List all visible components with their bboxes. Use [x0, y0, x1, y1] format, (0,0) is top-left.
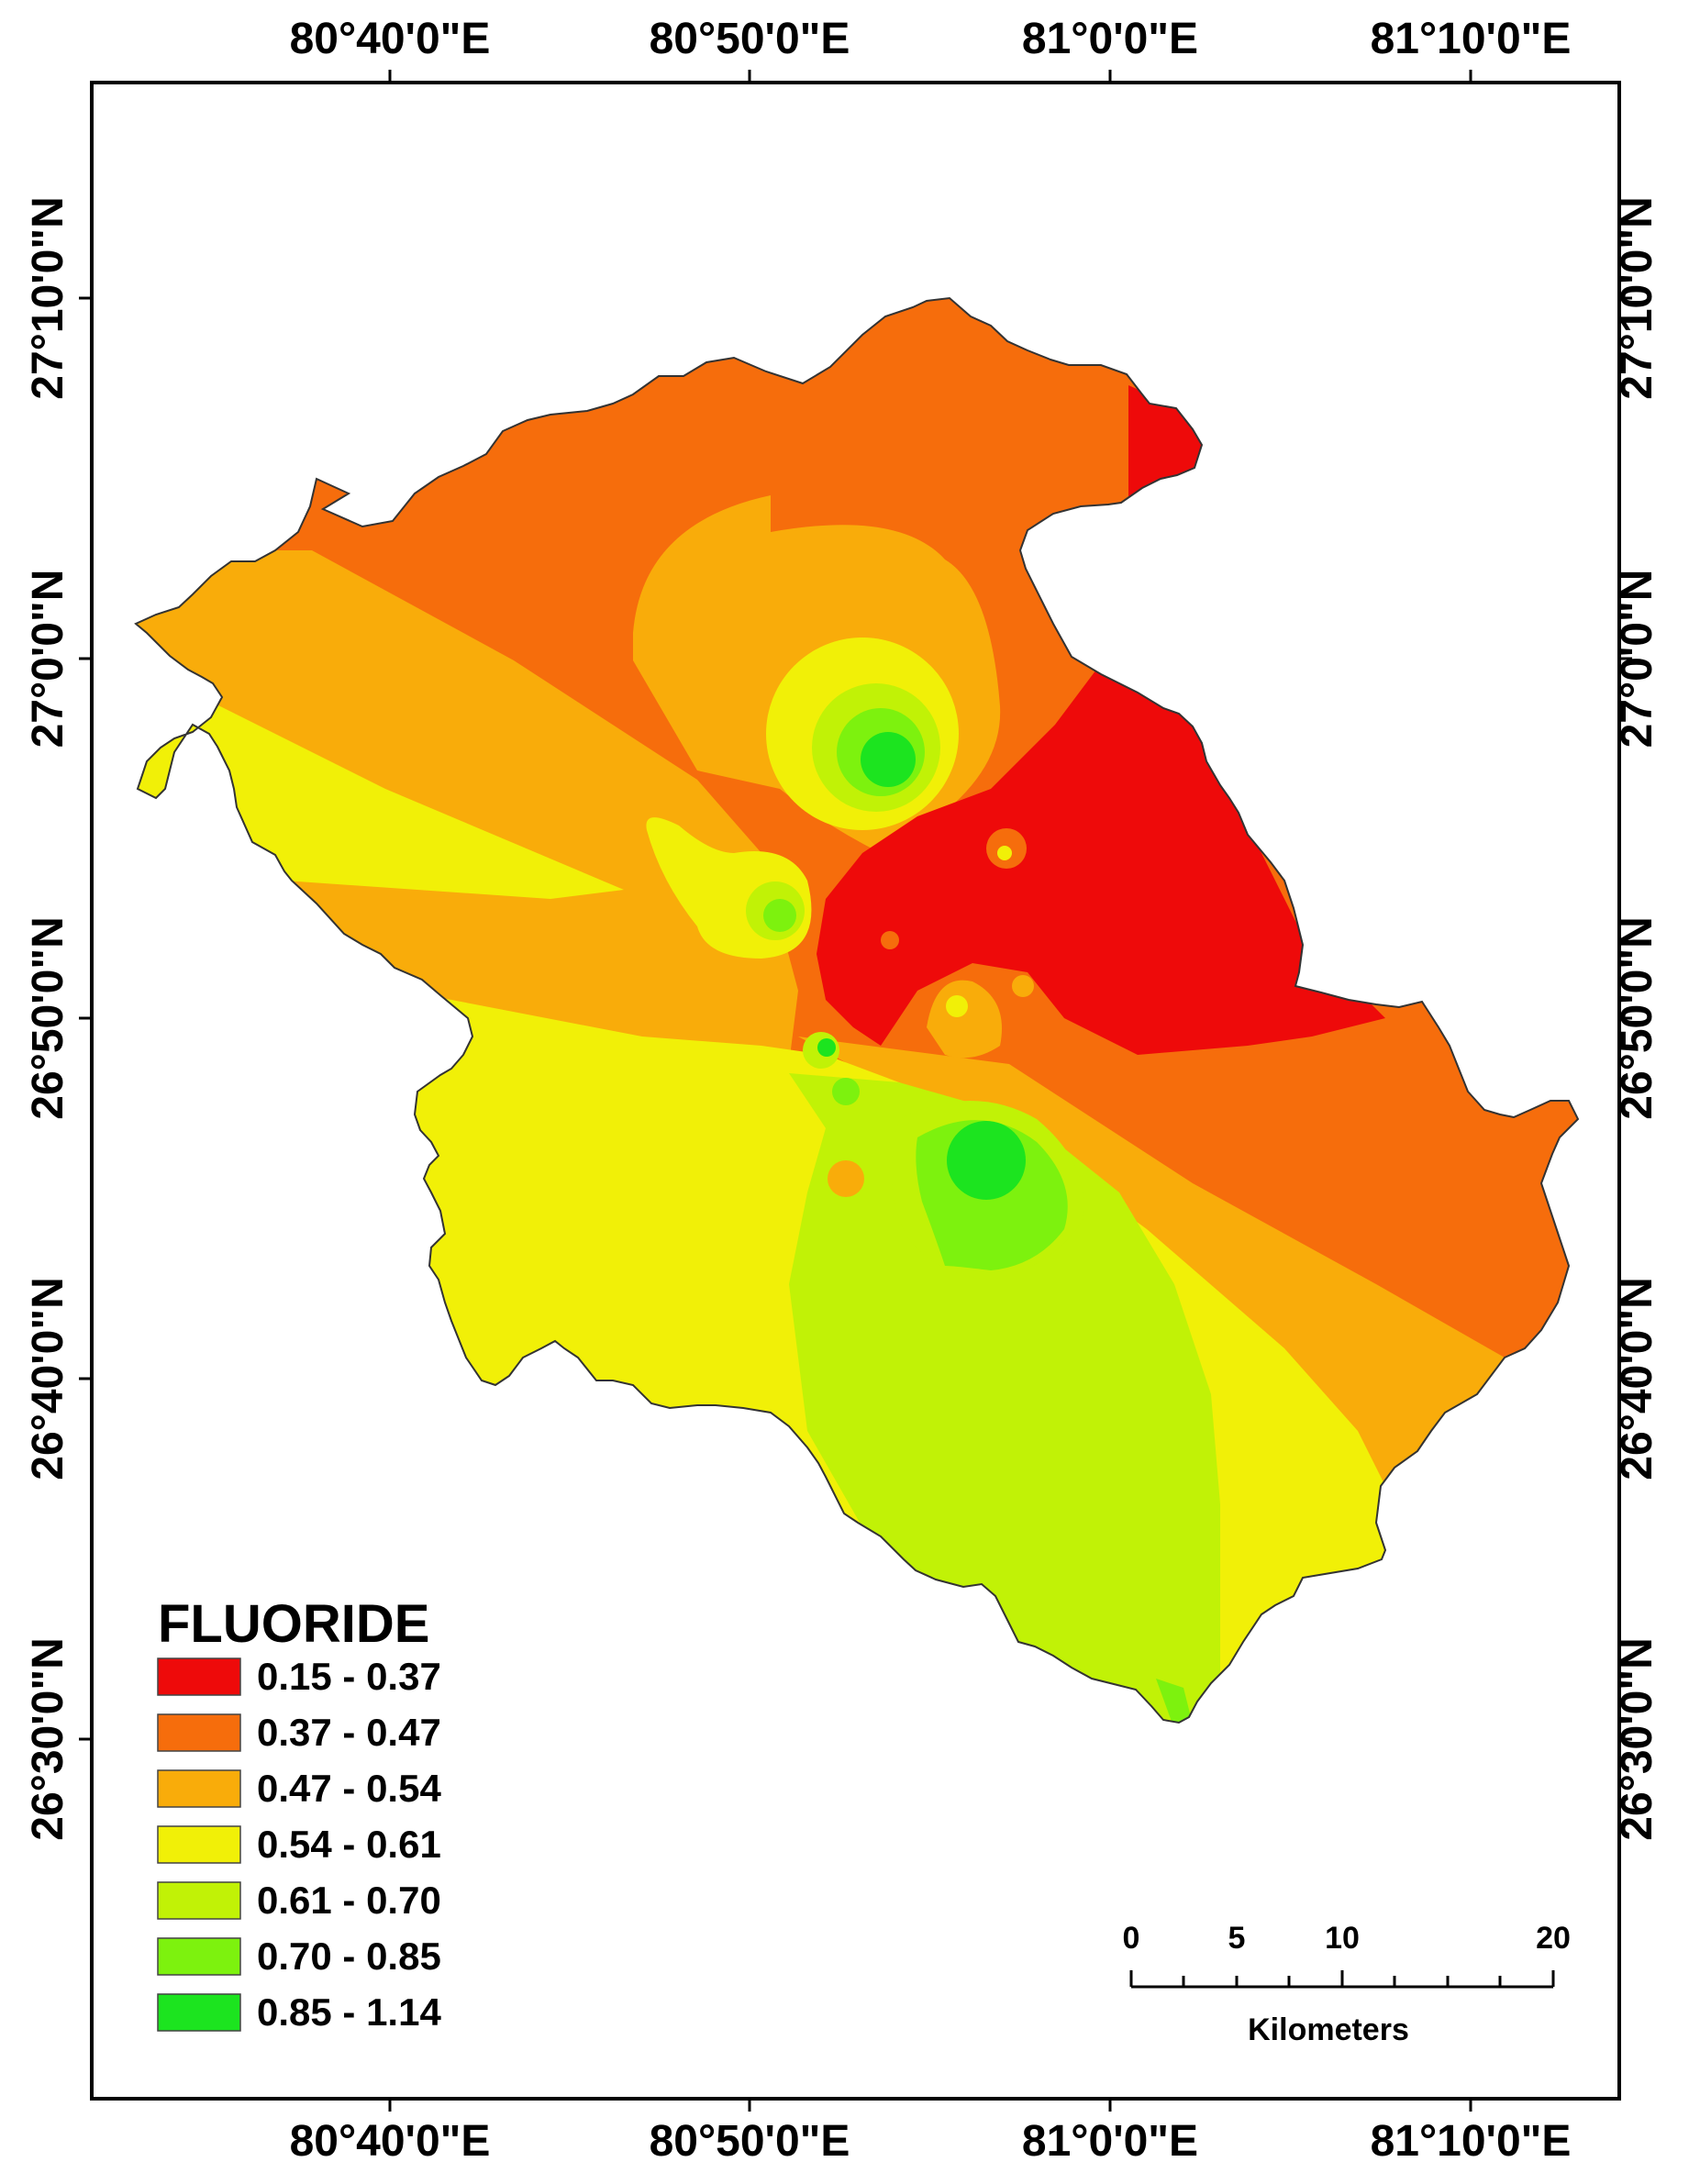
legend-swatch — [157, 1825, 241, 1864]
latitude-label-right: 26°40'0"N — [1613, 1277, 1661, 1480]
zone-0.47-0.54-spot5 — [828, 1160, 864, 1197]
graticule-ticks — [79, 70, 1632, 2112]
latitude-label-right: 26°30'0"N — [1613, 1637, 1661, 1841]
legend-swatch — [157, 1769, 241, 1808]
latitude-label-left: 27°0'0"N — [24, 570, 72, 748]
latitude-label-left: 27°10'0"N — [24, 196, 72, 400]
legend-swatch — [157, 1993, 241, 2032]
zone-0.47-0.54-spot2 — [1012, 975, 1034, 997]
longitude-label-top: 81°0'0"E — [1022, 15, 1198, 63]
longitude-label-top: 80°50'0"E — [650, 15, 850, 63]
latitude-label-right: 26°50'0"N — [1613, 916, 1661, 1120]
legend-label: 0.85 - 1.14 — [257, 1990, 441, 2034]
longitude-label-bottom: 80°50'0"E — [650, 2117, 850, 2166]
zone-0.54-0.61-spot — [997, 846, 1012, 860]
zone-0.85-1.14-core — [861, 732, 916, 787]
legend-label: 0.54 - 0.61 — [257, 1823, 441, 1866]
scale-bar-line — [1129, 1970, 1555, 1989]
legend-label: 0.61 - 0.70 — [257, 1879, 441, 1922]
legend-label: 0.47 - 0.54 — [257, 1767, 441, 1810]
legend-swatch — [157, 1713, 241, 1752]
latitude-label-right: 27°10'0"N — [1613, 196, 1661, 400]
longitude-label-top: 80°40'0"E — [290, 15, 491, 63]
scale-tick-label: 20 — [1536, 1921, 1571, 1956]
legend: FLUORIDE 0.15 - 0.37 0.37 - 0.47 0.47 - 0.… — [157, 1594, 441, 2034]
zone-0.70-0.85-tip — [1156, 1679, 1193, 1723]
longitude-label-bottom: 81°10'0"E — [1371, 2117, 1572, 2166]
legend-title: FLUORIDE — [158, 1594, 429, 1654]
latitude-label-left: 26°50'0"N — [24, 916, 72, 1120]
scale-tick-label: 10 — [1325, 1921, 1360, 1956]
legend-swatch — [157, 1657, 241, 1696]
district-boundary — [134, 296, 1580, 1724]
zone-0.85-1.14-center — [947, 1121, 1026, 1200]
scale-tick-label: 5 — [1228, 1921, 1246, 1956]
zone-0.70-0.85-spot4 — [832, 1078, 860, 1105]
scale-tick-label: 0 — [1123, 1921, 1140, 1956]
zone-0.15-0.37-east — [817, 651, 1385, 1055]
zone-0.47-0.54-spot — [927, 980, 1002, 1059]
legend-label: 0.37 - 0.47 — [257, 1711, 441, 1754]
latitude-label-left: 26°30'0"N — [24, 1637, 72, 1841]
latitude-label-right: 27°0'0"N — [1613, 570, 1661, 748]
zone-0.70-0.85-westspot — [763, 899, 796, 932]
scale-unit-label: Kilometers — [1248, 2012, 1409, 2047]
zone-0.54-0.61-spot2 — [946, 995, 968, 1017]
legend-label: 0.70 - 0.85 — [257, 1935, 441, 1978]
zone-0.85-1.14-spot3 — [817, 1038, 836, 1057]
longitude-label-bottom: 80°40'0"E — [290, 2117, 491, 2166]
legend-swatch — [157, 1881, 241, 1920]
scale-bar: 0 5 10 20 Kilometers — [1123, 1921, 1571, 2047]
longitude-label-top: 81°10'0"E — [1371, 15, 1572, 63]
zone-0.37-0.47-spot2 — [881, 931, 899, 949]
legend-label: 0.15 - 0.37 — [257, 1655, 441, 1698]
longitude-label-bottom: 81°0'0"E — [1022, 2117, 1198, 2166]
latitude-label-left: 26°40'0"N — [24, 1277, 72, 1480]
legend-swatch — [157, 1937, 241, 1976]
